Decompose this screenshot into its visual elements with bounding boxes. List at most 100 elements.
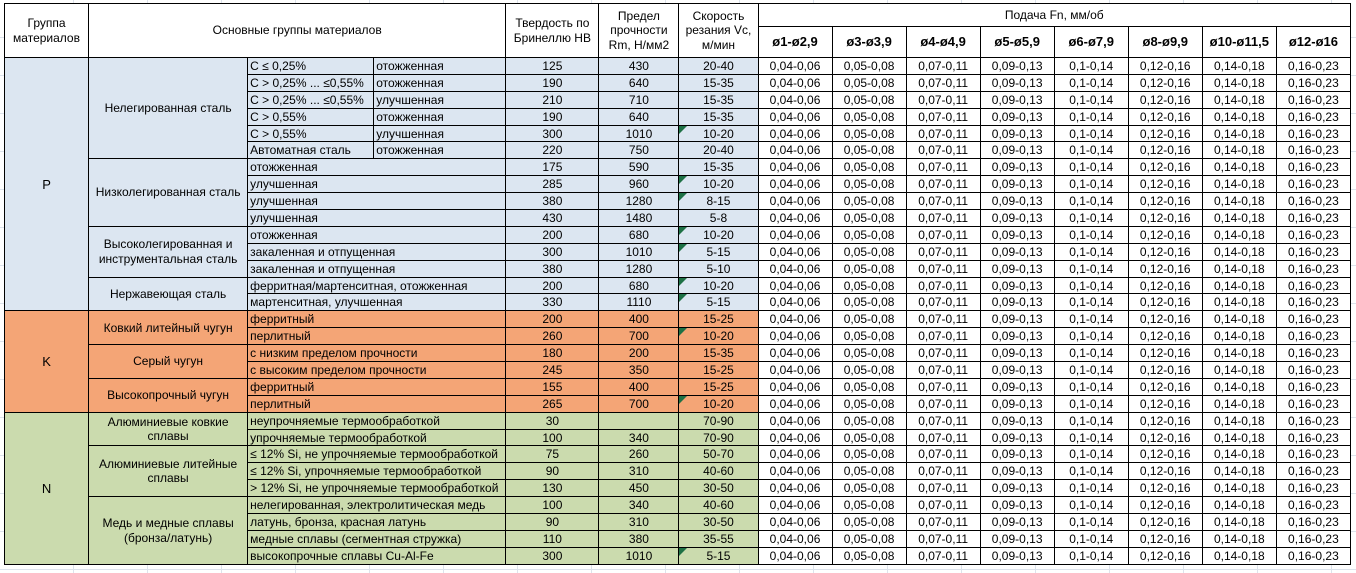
header-feed-range-3[interactable]: ø4-ø4,9 — [905, 26, 981, 58]
feed-cell[interactable]: 0,07-0,11 — [905, 124, 981, 143]
cutting-speed-cell[interactable]: 10-20 — [678, 276, 759, 295]
feed-cell[interactable]: 0,04-0,06 — [757, 394, 833, 413]
feed-cell[interactable]: 0,12-0,16 — [1127, 377, 1203, 396]
material-detail-cell[interactable]: ферритный — [247, 377, 507, 396]
strength-cell[interactable]: 380 — [598, 529, 680, 548]
material-detail-cell[interactable]: C > 0,55% — [247, 107, 375, 126]
feed-cell[interactable]: 0,1-0,14 — [1053, 327, 1129, 346]
feed-cell[interactable]: 0,14-0,18 — [1201, 209, 1277, 227]
feed-cell[interactable]: 0,16-0,23 — [1275, 479, 1352, 498]
material-detail-cell[interactable]: улучшенная — [247, 175, 507, 194]
header-feed[interactable]: Подача Fn, мм/об — [757, 3, 1351, 27]
feed-cell[interactable]: 0,14-0,18 — [1201, 479, 1277, 498]
material-detail-cell[interactable]: ферритный — [247, 310, 507, 329]
feed-cell[interactable]: 0,14-0,18 — [1201, 293, 1277, 312]
strength-cell[interactable]: 310 — [598, 462, 680, 481]
feed-cell[interactable]: 0,1-0,14 — [1053, 107, 1129, 126]
feed-cell[interactable]: 0,1-0,14 — [1053, 496, 1129, 515]
hardness-cell[interactable]: 190 — [505, 73, 600, 92]
material-subgroup-cell[interactable]: Высоколегированная и инструментальная ст… — [88, 225, 249, 278]
cutting-speed-cell[interactable]: 5-15 — [678, 293, 759, 312]
feed-cell[interactable]: 0,16-0,23 — [1275, 124, 1352, 143]
hardness-cell[interactable]: 100 — [505, 428, 600, 447]
feed-cell[interactable]: 0,07-0,11 — [905, 529, 981, 548]
hardness-cell[interactable]: 200 — [505, 310, 600, 329]
material-detail-cell[interactable]: мартенситная, улучшенная — [247, 293, 507, 312]
header-feed-range-6[interactable]: ø8-ø9,9 — [1127, 26, 1203, 58]
cutting-speed-cell[interactable]: 5-8 — [678, 209, 759, 227]
strength-cell[interactable]: 350 — [598, 361, 680, 379]
feed-cell[interactable]: 0,12-0,16 — [1127, 394, 1203, 413]
feed-cell[interactable]: 0,16-0,23 — [1275, 192, 1352, 211]
material-detail-cell[interactable]: улучшенная — [247, 209, 507, 227]
feed-cell[interactable]: 0,12-0,16 — [1127, 327, 1203, 346]
material-detail-cell[interactable]: улучшенная — [247, 192, 507, 211]
feed-cell[interactable]: 0,1-0,14 — [1053, 546, 1129, 566]
feed-cell[interactable]: 0,16-0,23 — [1275, 175, 1352, 194]
feed-cell[interactable]: 0,12-0,16 — [1127, 445, 1203, 464]
cutting-speed-cell[interactable]: 5-15 — [678, 242, 759, 261]
feed-cell[interactable]: 0,14-0,18 — [1201, 310, 1277, 329]
feed-cell[interactable]: 0,07-0,11 — [905, 377, 981, 396]
feed-cell[interactable]: 0,1-0,14 — [1053, 529, 1129, 548]
feed-cell[interactable]: 0,05-0,08 — [831, 73, 907, 92]
feed-cell[interactable]: 0,16-0,23 — [1275, 394, 1352, 413]
cutting-speed-cell[interactable]: 70-90 — [678, 411, 759, 430]
feed-cell[interactable]: 0,07-0,11 — [905, 209, 981, 227]
feed-cell[interactable]: 0,16-0,23 — [1275, 411, 1352, 430]
feed-cell[interactable]: 0,04-0,06 — [757, 293, 833, 312]
cutting-speed-cell[interactable]: 15-35 — [678, 158, 759, 177]
feed-cell[interactable]: 0,07-0,11 — [905, 462, 981, 481]
material-detail-cell[interactable]: перлитный — [247, 394, 507, 413]
cutting-speed-cell[interactable]: 10-20 — [678, 225, 759, 244]
header-feed-range-1[interactable]: ø1-ø2,9 — [757, 26, 833, 58]
feed-cell[interactable]: 0,1-0,14 — [1053, 259, 1129, 278]
feed-cell[interactable]: 0,04-0,06 — [757, 242, 833, 261]
material-detail-cell[interactable]: нелегированная, электролитическая медь — [247, 496, 507, 515]
feed-cell[interactable]: 0,14-0,18 — [1201, 225, 1277, 244]
feed-cell[interactable]: 0,14-0,18 — [1201, 327, 1277, 346]
material-detail-cell[interactable]: медные сплавы (сегментная стружка) — [247, 529, 507, 548]
hardness-cell[interactable]: 300 — [505, 124, 600, 143]
feed-cell[interactable]: 0,09-0,13 — [979, 513, 1055, 531]
feed-cell[interactable]: 0,05-0,08 — [831, 175, 907, 194]
feed-cell[interactable]: 0,04-0,06 — [757, 411, 833, 430]
feed-cell[interactable]: 0,12-0,16 — [1127, 90, 1203, 109]
feed-cell[interactable]: 0,14-0,18 — [1201, 462, 1277, 481]
strength-cell[interactable]: 680 — [598, 276, 680, 295]
feed-cell[interactable]: 0,05-0,08 — [831, 377, 907, 396]
feed-cell[interactable]: 0,09-0,13 — [979, 344, 1055, 363]
feed-cell[interactable]: 0,12-0,16 — [1127, 546, 1203, 566]
feed-cell[interactable]: 0,05-0,08 — [831, 225, 907, 244]
feed-cell[interactable]: 0,12-0,16 — [1127, 479, 1203, 498]
feed-cell[interactable]: 0,16-0,23 — [1275, 141, 1352, 160]
feed-cell[interactable]: 0,16-0,23 — [1275, 529, 1352, 548]
feed-cell[interactable]: 0,1-0,14 — [1053, 513, 1129, 531]
material-detail-cell[interactable]: ферритная/мартенситная, отожженная — [247, 276, 507, 295]
feed-cell[interactable]: 0,09-0,13 — [979, 73, 1055, 92]
feed-cell[interactable]: 0,14-0,18 — [1201, 377, 1277, 396]
feed-cell[interactable]: 0,04-0,06 — [757, 428, 833, 447]
feed-cell[interactable]: 0,1-0,14 — [1053, 361, 1129, 379]
feed-cell[interactable]: 0,05-0,08 — [831, 462, 907, 481]
hardness-cell[interactable]: 330 — [505, 293, 600, 312]
feed-cell[interactable]: 0,04-0,06 — [757, 479, 833, 498]
feed-cell[interactable]: 0,16-0,23 — [1275, 327, 1352, 346]
feed-cell[interactable]: 0,05-0,08 — [831, 310, 907, 329]
feed-cell[interactable]: 0,14-0,18 — [1201, 242, 1277, 261]
strength-cell[interactable]: 400 — [598, 310, 680, 329]
header-feed-range-8[interactable]: ø12-ø16 — [1275, 26, 1352, 58]
material-subgroup-cell[interactable]: Низколегированная сталь — [88, 158, 249, 227]
hardness-cell[interactable]: 265 — [505, 394, 600, 413]
feed-cell[interactable]: 0,14-0,18 — [1201, 124, 1277, 143]
feed-cell[interactable]: 0,05-0,08 — [831, 158, 907, 177]
feed-cell[interactable]: 0,1-0,14 — [1053, 411, 1129, 430]
material-detail-cell[interactable]: C > 0,25% ... ≤0,55% — [247, 90, 375, 109]
feed-cell[interactable]: 0,05-0,08 — [831, 192, 907, 211]
feed-cell[interactable]: 0,12-0,16 — [1127, 175, 1203, 194]
feed-cell[interactable]: 0,07-0,11 — [905, 344, 981, 363]
strength-cell[interactable]: 430 — [598, 57, 680, 75]
hardness-cell[interactable]: 200 — [505, 276, 600, 295]
material-detail-cell[interactable]: перлитный — [247, 327, 507, 346]
cutting-speed-cell[interactable]: 15-25 — [678, 377, 759, 396]
